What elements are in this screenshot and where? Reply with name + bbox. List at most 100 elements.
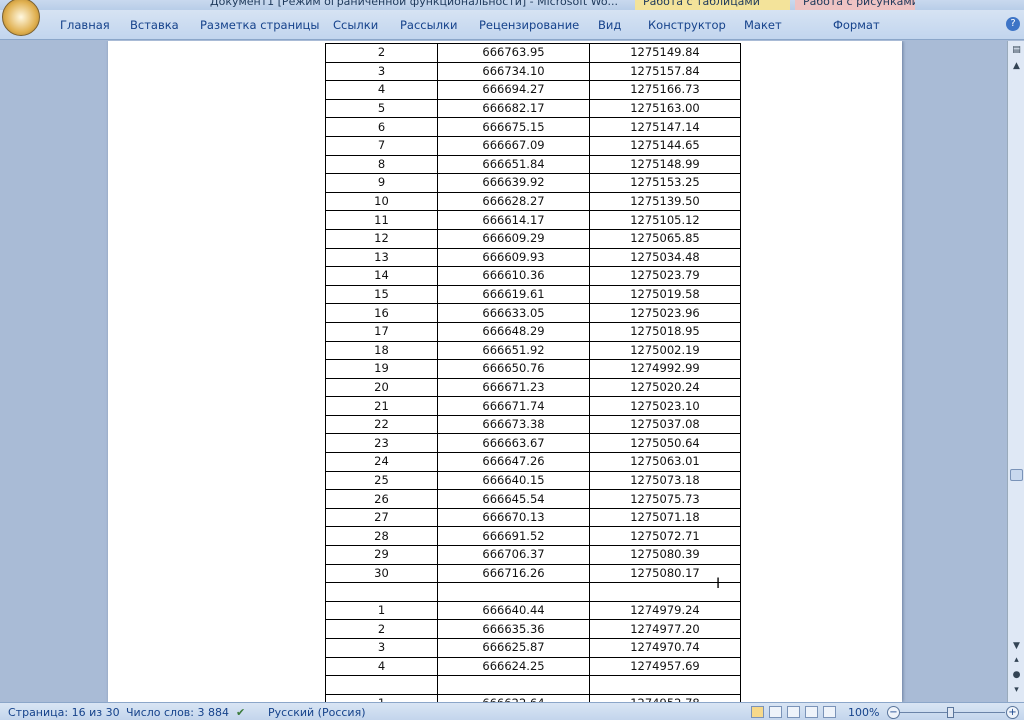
point-number-cell[interactable]: 24	[325, 452, 438, 472]
language[interactable]: Русский (Россия)	[268, 706, 366, 719]
y-coordinate-cell[interactable]: 1275139.50	[589, 191, 741, 212]
tab-mailings[interactable]: Рассылки	[400, 18, 458, 32]
point-number-cell[interactable]: 21	[325, 396, 438, 416]
office-button[interactable]	[2, 0, 40, 36]
y-coordinate-cell[interactable]: 1275144.65	[589, 135, 741, 156]
y-coordinate-cell[interactable]: 1275050.64	[589, 433, 741, 454]
tab-format[interactable]: Формат	[833, 18, 880, 32]
point-number-cell[interactable]: 17	[325, 321, 438, 342]
point-number-cell[interactable]: 9	[325, 173, 438, 193]
x-coordinate-cell[interactable]: 666635.36	[437, 619, 590, 639]
x-coordinate-cell[interactable]	[437, 582, 590, 602]
point-number-cell[interactable]: 18	[325, 340, 438, 361]
tab-page-layout[interactable]: Разметка страницы	[200, 18, 320, 32]
x-coordinate-cell[interactable]: 666610.36	[437, 266, 590, 286]
y-coordinate-cell[interactable]: 1275063.01	[589, 452, 741, 472]
point-number-cell[interactable]: 11	[325, 210, 438, 230]
tab-insert[interactable]: Вставка	[130, 18, 179, 32]
y-coordinate-cell[interactable]: 1275023.96	[589, 303, 741, 323]
x-coordinate-cell[interactable]: 666639.92	[437, 173, 590, 193]
point-number-cell[interactable]: 7	[325, 135, 438, 156]
y-coordinate-cell[interactable]: 1275080.39	[589, 545, 741, 565]
x-coordinate-cell[interactable]: 666671.23	[437, 377, 590, 398]
point-number-cell[interactable]: 28	[325, 526, 438, 547]
y-coordinate-cell[interactable]: 1275002.19	[589, 340, 741, 361]
tab-home[interactable]: Главная	[60, 18, 110, 32]
point-number-cell[interactable]: 14	[325, 266, 438, 286]
full-screen-reading-view-icon[interactable]	[769, 706, 782, 718]
x-coordinate-cell[interactable]: 666624.25	[437, 656, 590, 677]
point-number-cell[interactable]	[325, 675, 438, 695]
x-coordinate-cell[interactable]: 666675.15	[437, 117, 590, 137]
y-coordinate-cell[interactable]: 1274992.99	[589, 359, 741, 379]
x-coordinate-cell[interactable]	[437, 675, 590, 695]
x-coordinate-cell[interactable]: 666651.92	[437, 340, 590, 361]
y-coordinate-cell[interactable]: 1275166.73	[589, 80, 741, 100]
point-number-cell[interactable]: 13	[325, 247, 438, 268]
y-coordinate-cell[interactable]: 1275023.79	[589, 266, 741, 286]
y-coordinate-cell[interactable]: 1275018.95	[589, 321, 741, 342]
y-coordinate-cell[interactable]: 1274970.74	[589, 638, 741, 658]
tab-references[interactable]: Ссылки	[333, 18, 379, 32]
web-layout-view-icon[interactable]	[787, 706, 800, 718]
x-coordinate-cell[interactable]: 666628.27	[437, 191, 590, 212]
y-coordinate-cell[interactable]: 1275148.99	[589, 154, 741, 175]
x-coordinate-cell[interactable]: 666706.37	[437, 545, 590, 565]
point-number-cell[interactable]: 4	[325, 656, 438, 677]
point-number-cell[interactable]: 3	[325, 638, 438, 658]
next-page-button[interactable]: ▾	[1014, 685, 1019, 695]
y-coordinate-cell[interactable]: 1274977.20	[589, 619, 741, 639]
point-number-cell[interactable]: 23	[325, 433, 438, 454]
tab-design[interactable]: Конструктор	[648, 18, 726, 32]
x-coordinate-cell[interactable]: 666619.61	[437, 284, 590, 305]
point-number-cell[interactable]: 8	[325, 154, 438, 175]
point-number-cell[interactable]: 29	[325, 545, 438, 565]
x-coordinate-cell[interactable]: 666633.05	[437, 303, 590, 323]
y-coordinate-cell[interactable]: 1275019.58	[589, 284, 741, 305]
point-number-cell[interactable]: 1	[325, 600, 438, 621]
zoom-slider-handle[interactable]	[947, 707, 954, 718]
x-coordinate-cell[interactable]: 666691.52	[437, 526, 590, 547]
point-number-cell[interactable]: 2	[325, 43, 438, 63]
point-number-cell[interactable]: 15	[325, 284, 438, 305]
y-coordinate-cell[interactable]: 1275163.00	[589, 98, 741, 119]
browse-object-button[interactable]: ●	[1012, 670, 1021, 680]
help-icon[interactable]: ?	[1006, 17, 1020, 31]
x-coordinate-cell[interactable]: 666763.95	[437, 43, 590, 63]
y-coordinate-cell[interactable]: 1275147.14	[589, 117, 741, 137]
point-number-cell[interactable]: 2	[325, 619, 438, 639]
y-coordinate-cell[interactable]	[589, 675, 741, 695]
y-coordinate-cell[interactable]: 1275037.08	[589, 414, 741, 435]
x-coordinate-cell[interactable]: 666645.54	[437, 489, 590, 509]
x-coordinate-cell[interactable]: 666663.67	[437, 433, 590, 454]
x-coordinate-cell[interactable]: 666640.15	[437, 470, 590, 491]
point-number-cell[interactable]: 10	[325, 191, 438, 212]
point-number-cell[interactable]: 4	[325, 80, 438, 100]
x-coordinate-cell[interactable]: 666625.87	[437, 638, 590, 658]
x-coordinate-cell[interactable]: 666609.29	[437, 228, 590, 249]
spellcheck-icon[interactable]: ✔	[236, 706, 246, 719]
x-coordinate-cell[interactable]: 666667.09	[437, 135, 590, 156]
zoom-level[interactable]: 100%	[848, 706, 880, 719]
x-coordinate-cell[interactable]: 666734.10	[437, 61, 590, 82]
point-number-cell[interactable]: 3	[325, 61, 438, 82]
y-coordinate-cell[interactable]: 1275065.85	[589, 228, 741, 249]
outline-view-icon[interactable]	[805, 706, 818, 718]
y-coordinate-cell[interactable]: 1274952.78	[589, 693, 741, 702]
page-count[interactable]: Страница: 16 из 30	[8, 706, 120, 719]
y-coordinate-cell[interactable]: 1274957.69	[589, 656, 741, 677]
ruler-toggle-icon[interactable]: ▤	[1012, 45, 1021, 55]
y-coordinate-cell[interactable]: 1275023.10	[589, 396, 741, 416]
point-number-cell[interactable]: 25	[325, 470, 438, 491]
zoom-in-button[interactable]: +	[1006, 706, 1019, 719]
x-coordinate-cell[interactable]: 666673.38	[437, 414, 590, 435]
x-coordinate-cell[interactable]: 666640.44	[437, 600, 590, 621]
word-count[interactable]: Число слов: 3 884	[126, 706, 229, 719]
tab-layout[interactable]: Макет	[744, 18, 782, 32]
x-coordinate-cell[interactable]: 666609.93	[437, 247, 590, 268]
x-coordinate-cell[interactable]: 666614.17	[437, 210, 590, 230]
scroll-up-button[interactable]: ▲	[1013, 61, 1020, 71]
y-coordinate-cell[interactable]: 1275075.73	[589, 489, 741, 509]
y-coordinate-cell[interactable]: 1275072.71	[589, 526, 741, 547]
x-coordinate-cell[interactable]: 666671.74	[437, 396, 590, 416]
